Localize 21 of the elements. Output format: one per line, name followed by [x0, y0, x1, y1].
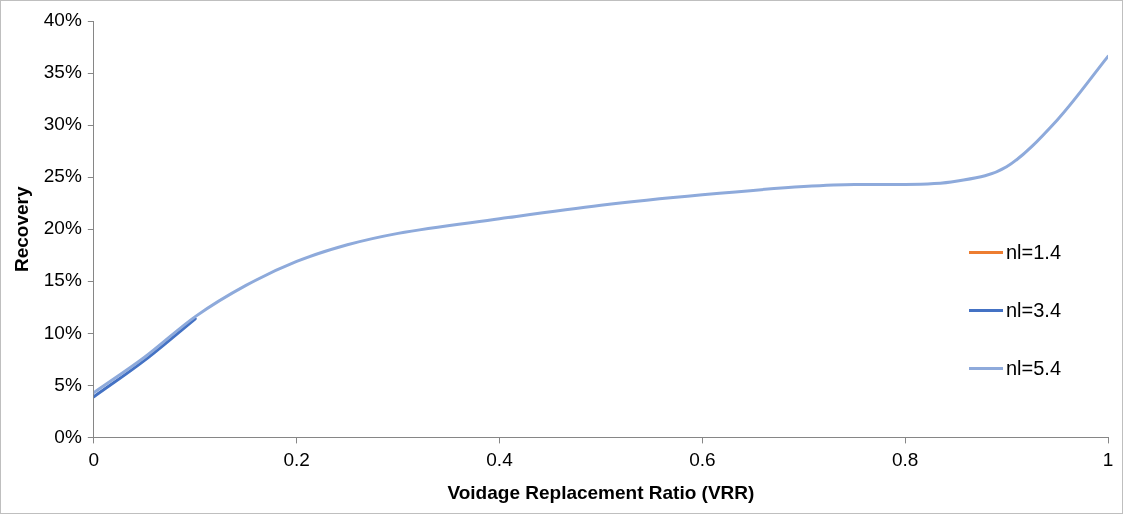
y-tick-label: 15%	[43, 269, 82, 291]
x-tick-label: 0.4	[486, 449, 514, 471]
y-tick-label: 25%	[43, 165, 82, 187]
y-tick-label: 40%	[43, 9, 82, 31]
x-tick-label: 0.2	[283, 449, 310, 471]
y-tick-label: 10%	[43, 321, 82, 343]
legend-label: nl=3.4	[1006, 299, 1062, 322]
y-tick-label: 0%	[54, 425, 82, 447]
y-tick-label: 30%	[43, 113, 82, 135]
legend-label: nl=1.4	[1006, 241, 1062, 264]
y-tick-label: 5%	[54, 373, 82, 395]
y-tick-label: 20%	[43, 217, 82, 239]
x-axis-title: Voidage Replacement Ratio (VRR)	[447, 481, 755, 503]
legend-label: nl=5.4	[1006, 357, 1062, 380]
x-tick-label: 0.6	[689, 449, 716, 471]
x-tick-label: 0.8	[891, 449, 919, 471]
y-axis-title: Recovery	[10, 185, 32, 272]
y-tick-label: 35%	[43, 61, 82, 83]
x-tick-label: 0	[88, 449, 100, 471]
x-tick-label: 1	[1102, 449, 1114, 471]
line-series	[93, 54, 1108, 395]
